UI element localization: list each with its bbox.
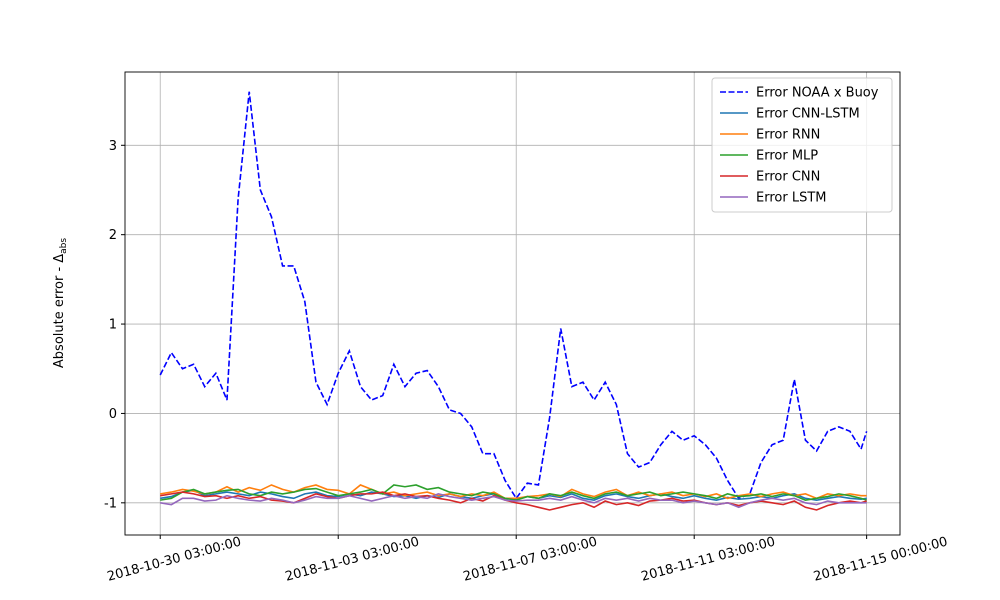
x-tick-label: 2018-10-30 03:00:00 (106, 535, 243, 585)
legend-label: Error NOAA x Buoy (756, 86, 879, 101)
series-line (159, 91, 868, 500)
legend-label: Error CNN-LSTM (756, 107, 860, 122)
y-axis-label: Absolute error - Δabs (52, 238, 69, 369)
plot-frame (124, 71, 901, 536)
x-tick-label: 2018-11-15 00:00:00 (812, 535, 949, 585)
y-tick-label: 2 (109, 228, 117, 243)
series-line (160, 493, 867, 509)
y-axis-label-sub: abs (59, 238, 69, 254)
x-tick-label: 2018-11-07 03:00:00 (462, 535, 599, 585)
legend-label: Error RNN (756, 128, 820, 143)
y-tick-label: 3 (109, 139, 117, 154)
legend-label: Error MLP (756, 149, 818, 164)
legend-label: Error CNN (756, 170, 820, 185)
x-tick-label: 2018-11-11 03:00:00 (640, 535, 777, 585)
y-tick-label: 1 (109, 318, 117, 333)
y-axis-label-main: Absolute error - Δ (52, 254, 67, 368)
series-line (160, 484, 867, 501)
legend: Error NOAA x Buoy Error CNN-LSTM Error RNN… (711, 77, 893, 213)
x-tick-label: 2018-11-03 03:00:00 (284, 535, 421, 585)
y-tick-label: -1 (104, 496, 117, 511)
y-tick-label: 0 (109, 407, 117, 422)
series-line (160, 489, 867, 501)
series-line (160, 484, 867, 500)
legend-label: Error LSTM (756, 191, 826, 206)
legend-box (711, 77, 893, 213)
